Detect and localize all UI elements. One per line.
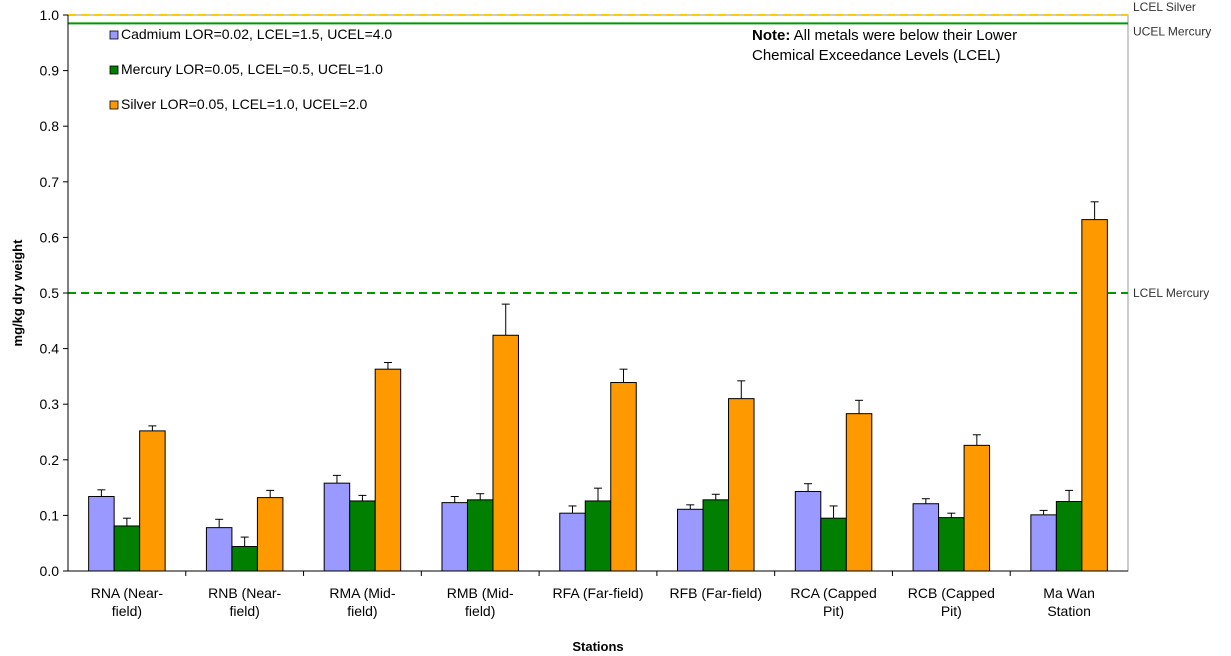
reference-lines: LCEL Silver UCEL Mercury LCEL Mercury	[68, 0, 1211, 300]
x-category-line: RNB (Near-	[208, 585, 281, 601]
legend-swatch	[109, 30, 119, 40]
x-category-line: RCA (Capped	[790, 585, 876, 601]
y-tick-label: 1.0	[40, 7, 60, 23]
x-category-label: RMA (Mid-field)	[329, 585, 395, 619]
x-category-line: field)	[229, 603, 259, 619]
x-category-label: RNA (Near-field)	[91, 585, 164, 619]
x-category-line: RMA (Mid-	[329, 585, 395, 601]
x-ticks-group: RNA (Near-field)RNB (Near-field)RMA (Mid…	[91, 571, 1095, 619]
reference-line-label: LCEL Mercury	[1133, 286, 1209, 300]
x-category-label: RCB (Capped Pit)	[908, 585, 995, 619]
legend: Cadmium LOR=0.02, LCEL=1.5, UCEL=4.0 Merc…	[109, 26, 392, 112]
x-category-line: RCB (Capped	[908, 585, 995, 601]
error-bars-group	[97, 201, 1099, 547]
legend-swatch	[109, 65, 119, 75]
bar	[349, 500, 376, 572]
bar	[492, 334, 519, 572]
bar	[88, 495, 115, 572]
legend-label: Cadmium LOR=0.02, LCEL=1.5, UCEL=4.0	[121, 26, 392, 42]
x-category-line: RMB (Mid-	[447, 585, 514, 601]
bar	[256, 497, 284, 572]
x-category-line: field)	[465, 603, 495, 619]
y-tick-label: 0.4	[40, 341, 60, 357]
x-category-label: Ma Wan Station	[1043, 585, 1095, 619]
legend-label: Mercury LOR=0.05, LCEL=0.5, UCEL=1.0	[121, 61, 383, 77]
legend-label: Silver LOR=0.05, LCEL=1.0, UCEL=2.0	[121, 96, 368, 112]
y-tick-label: 0.2	[40, 452, 60, 468]
bar	[466, 499, 494, 572]
y-tick-label: 0.6	[40, 229, 60, 245]
bar	[677, 508, 704, 572]
bar	[1055, 501, 1083, 572]
x-category-label: RNB (Near-field)	[208, 585, 281, 619]
x-category-label: RFB (Far-field)	[669, 585, 762, 601]
bar	[441, 502, 468, 572]
note-line1: All metals were below their Lower	[790, 27, 1017, 44]
y-tick-label: 0.5	[40, 285, 60, 301]
bar	[374, 368, 402, 572]
note-annotation: Note: All metals were below their Lower	[752, 27, 1017, 44]
bar	[323, 482, 351, 572]
x-category-line: Ma Wan	[1043, 585, 1095, 601]
bar	[610, 382, 637, 572]
y-tick-label: 0.1	[40, 507, 60, 523]
bar	[702, 499, 730, 572]
y-tick-label: 0.9	[40, 63, 60, 79]
x-category-line: Station	[1047, 603, 1091, 619]
x-category-line: RFB (Far-field)	[669, 585, 762, 601]
legend-swatch	[109, 100, 119, 110]
y-ticks-group: 0.0 0.1 0.2 0.3 0.4 0.5 0.6 0.7 0.8 0.9 1.0	[40, 7, 68, 579]
bar	[845, 413, 873, 572]
note-line2: Chemical Exceedance Levels (LCEL)	[752, 47, 1000, 64]
y-tick-label: 0.3	[40, 396, 60, 412]
x-category-line: Pit)	[941, 603, 962, 619]
bar	[113, 525, 141, 572]
x-category-line: field)	[112, 603, 142, 619]
reference-line-label: LCEL Silver	[1133, 0, 1196, 14]
bar	[205, 527, 233, 572]
x-category-line: RNA (Near-	[91, 585, 164, 601]
bar	[1030, 514, 1057, 572]
bar	[938, 517, 965, 572]
y-tick-label: 0.7	[40, 174, 60, 190]
x-category-line: RFA (Far-field)	[552, 585, 643, 601]
x-category-line: Pit)	[823, 603, 844, 619]
bar	[963, 444, 991, 572]
x-category-line: field)	[347, 603, 377, 619]
bar	[1081, 219, 1108, 572]
y-tick-label: 0.8	[40, 118, 60, 134]
y-axis-title: mg/kg dry weight	[10, 239, 25, 347]
bar	[559, 512, 586, 572]
bar	[912, 503, 940, 572]
bar	[584, 500, 612, 572]
x-axis-title: Stations	[572, 639, 623, 654]
x-category-label: RCA (Capped Pit)	[790, 585, 876, 619]
bar	[794, 490, 822, 572]
bar	[728, 398, 755, 572]
bar	[820, 517, 847, 572]
reference-line-label: UCEL Mercury	[1133, 24, 1211, 38]
bar	[139, 430, 166, 572]
y-tick-label: 0.0	[40, 563, 60, 579]
x-category-label: RMB (Mid-field)	[447, 585, 514, 619]
note-bold: Note:	[752, 27, 790, 44]
bar	[231, 546, 258, 572]
x-category-label: RFA (Far-field)	[552, 585, 643, 601]
